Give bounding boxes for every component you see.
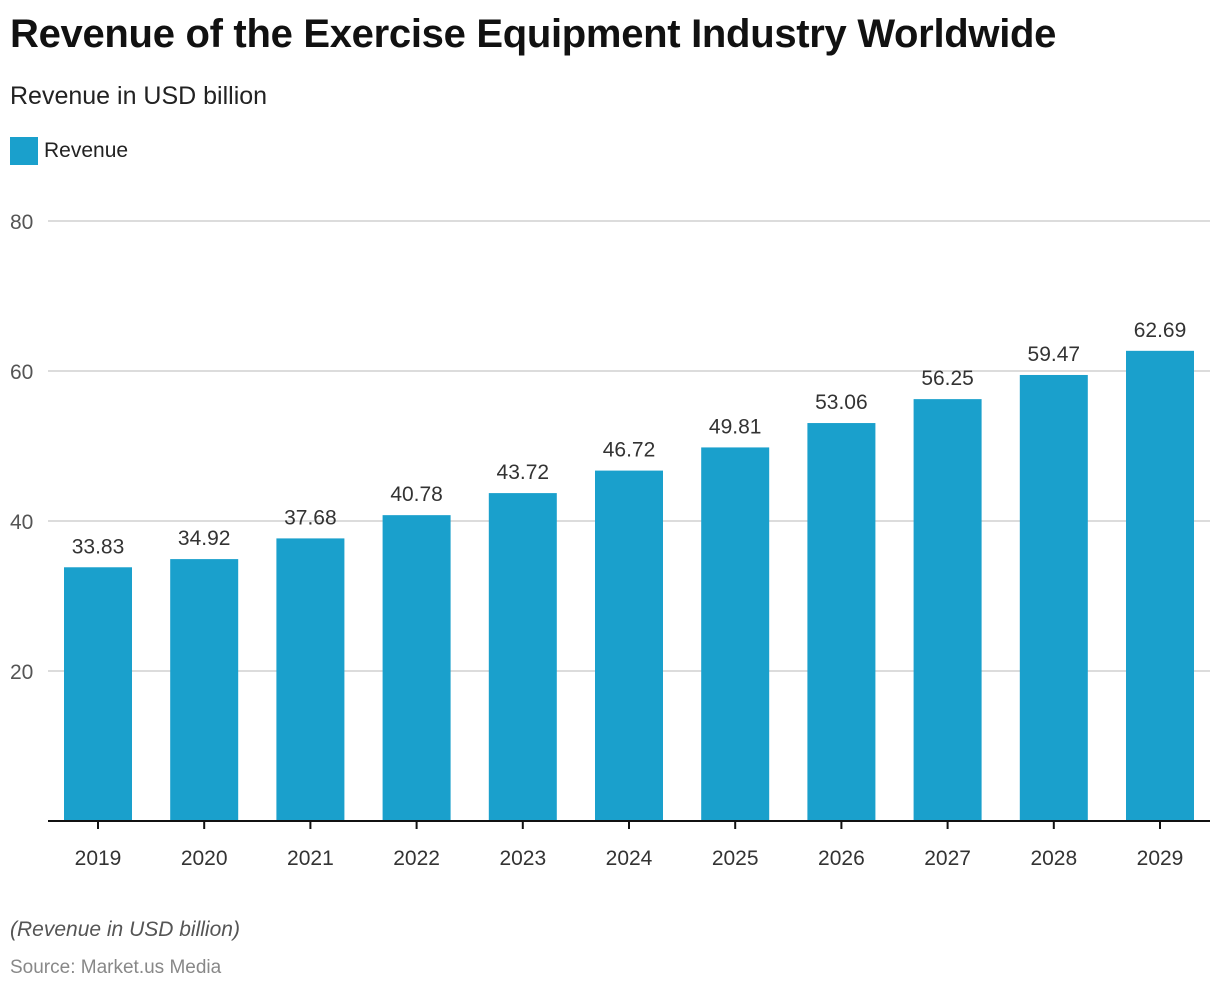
x-tick-label: 2024	[606, 847, 653, 870]
data-label: 40.78	[390, 483, 443, 506]
chart-subtitle: Revenue in USD billion	[10, 82, 268, 110]
bar-2025	[701, 447, 770, 821]
bar-2023	[488, 493, 557, 821]
x-tick-label: 2022	[393, 847, 440, 870]
y-axis-tick-labels: 20 40 60 80	[10, 211, 33, 684]
x-tick-label: 2020	[181, 847, 228, 870]
x-tick-label: 2025	[712, 847, 759, 870]
x-axis	[48, 820, 1210, 829]
chart-title: Revenue of the Exercise Equipment Indust…	[10, 12, 1057, 56]
data-label: 56.25	[921, 367, 974, 390]
data-label: 37.68	[284, 506, 337, 529]
x-tick-label: 2019	[75, 847, 122, 870]
bar-2027	[913, 399, 982, 821]
footnote: (Revenue in USD billion)	[10, 918, 240, 941]
x-tick-label: 2021	[287, 847, 334, 870]
legend: Revenue	[10, 137, 128, 165]
bar-2019	[64, 567, 132, 821]
bar-2021	[276, 538, 345, 821]
bar-2028	[1019, 374, 1088, 821]
legend-label-revenue: Revenue	[44, 139, 129, 162]
data-label: 59.47	[1028, 343, 1081, 366]
bar-2026	[807, 423, 876, 821]
y-tick-label: 40	[10, 511, 33, 534]
source-credit: Source: Market.us Media	[10, 957, 222, 978]
x-axis-tick-labels: 2019 2020 2021 2022 2023 2024 2025 2026 2027 2028…	[75, 847, 1184, 870]
x-tick-label: 2026	[818, 847, 865, 870]
y-tick-label: 60	[10, 361, 33, 384]
legend-swatch-revenue	[10, 137, 38, 165]
data-labels: 33.83 34.92 37.68 40.78 43.72 46.72 49.81 53.06…	[72, 319, 1187, 558]
bar-2020	[170, 559, 239, 821]
x-tick-label: 2027	[924, 847, 971, 870]
bar-2029	[1126, 350, 1194, 821]
x-tick-label: 2028	[1030, 847, 1077, 870]
x-tick-label: 2029	[1137, 847, 1184, 870]
data-label: 53.06	[815, 391, 868, 414]
bar-2024	[595, 470, 663, 821]
data-label: 33.83	[72, 535, 125, 558]
data-label: 43.72	[497, 461, 550, 484]
y-tick-label: 80	[10, 211, 33, 234]
y-tick-label: 20	[10, 661, 33, 684]
data-label: 62.69	[1134, 319, 1187, 342]
x-tick-label: 2023	[499, 847, 546, 870]
data-label: 49.81	[709, 415, 762, 438]
data-label: 46.72	[603, 439, 656, 462]
bars	[64, 350, 1194, 821]
bar-2022	[382, 515, 451, 821]
data-label: 34.92	[178, 527, 231, 550]
